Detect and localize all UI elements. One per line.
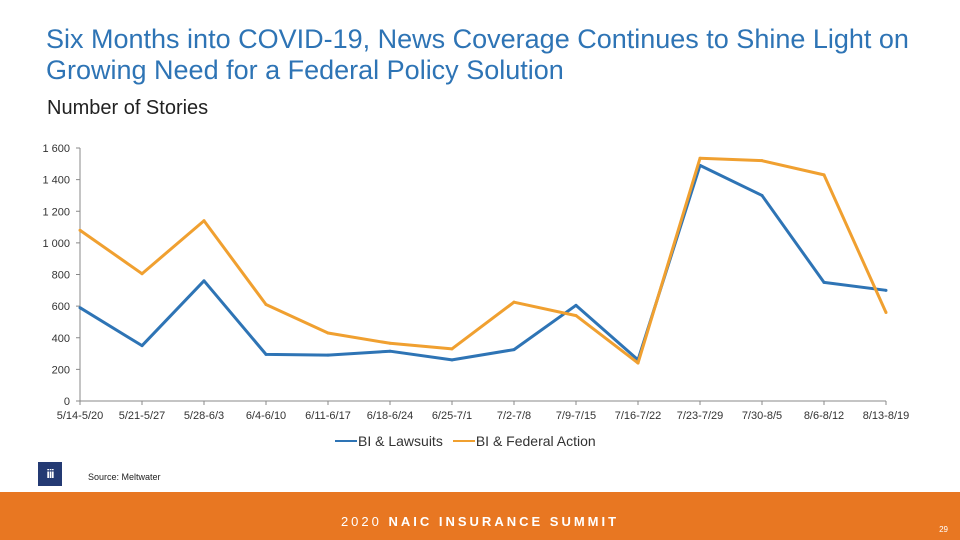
footer-year: 2020 (340, 514, 382, 529)
chart-title: Six Months into COVID-19, News Coverage … (46, 24, 909, 85)
data-point-bi-lawsuits (884, 288, 888, 292)
y-tick-label: 200 (52, 364, 70, 376)
x-tick-label: 7/23-7/29 (677, 410, 723, 422)
x-tick-label: 7/9-7/15 (556, 410, 596, 422)
data-point-bi-federal-action (760, 159, 764, 163)
data-point-bi-lawsuits (822, 280, 826, 284)
series-line-bi-lawsuits (79, 163, 887, 362)
data-point-bi-federal-action (264, 303, 268, 307)
data-point-bi-federal-action (78, 228, 82, 232)
data-point-bi-federal-action (698, 156, 702, 160)
footer-text: 2020 NAIC INSURANCE SUMMIT (0, 514, 960, 529)
legend-swatch-bi-federal-action (452, 440, 475, 442)
data-point-bi-federal-action (512, 300, 516, 304)
data-point-bi-lawsuits (760, 193, 764, 197)
data-point-bi-federal-action (450, 347, 454, 351)
data-point-bi-federal-action (202, 219, 206, 223)
footer-bar: 2020 NAIC INSURANCE SUMMIT 29 (0, 492, 960, 540)
data-point-bi-federal-action (822, 173, 826, 177)
x-tick-label: 6/4-6/10 (246, 410, 286, 422)
x-tick-label: 6/11-6/17 (305, 410, 351, 422)
data-point-bi-lawsuits (512, 348, 516, 352)
x-tick-label: 7/2-7/8 (497, 410, 531, 422)
legend: BI & Lawsuits BI & Federal Action (335, 433, 596, 449)
data-point-bi-lawsuits (326, 353, 330, 357)
data-point-bi-federal-action (574, 314, 578, 318)
legend-swatch-bi-lawsuits (335, 440, 357, 442)
y-tick-label: 600 (52, 301, 70, 313)
data-point-bi-lawsuits (264, 352, 268, 356)
x-tick-label: 6/25-7/1 (432, 410, 472, 422)
x-tick-label: 7/16-7/22 (615, 410, 661, 422)
y-tick-label: 1 400 (42, 175, 70, 187)
data-point-bi-federal-action (326, 331, 330, 335)
iii-logo: iii (38, 462, 62, 486)
footer-event: NAIC INSURANCE SUMMIT (388, 514, 620, 529)
data-point-bi-federal-action (140, 272, 144, 276)
source-note: Source: Meltwater (88, 472, 161, 482)
y-tick-label: 1 000 (42, 238, 70, 250)
legend-label-bi-lawsuits: BI & Lawsuits (358, 433, 443, 449)
y-tick-label: 1 200 (42, 206, 70, 218)
data-point-bi-federal-action (884, 310, 888, 314)
page-number: 29 (939, 525, 948, 534)
x-tick-label: 5/28-6/3 (184, 410, 224, 422)
y-tick-label: 800 (52, 270, 70, 282)
line-chart: 0 200 400 600 800 1 000 1 200 1 400 1 600 5/14-5/… (42, 143, 909, 422)
x-tick-label: 5/14-5/20 (57, 410, 103, 422)
legend-item-bi-federal-action: BI & Federal Action (452, 433, 596, 449)
data-point-bi-lawsuits (202, 279, 206, 283)
legend-item-bi-lawsuits: BI & Lawsuits (335, 433, 443, 449)
x-tick-label: 8/6-8/12 (804, 410, 844, 422)
y-tick-label: 0 (64, 396, 70, 408)
y-tick-label: 1 600 (42, 143, 70, 155)
data-point-bi-lawsuits (78, 306, 82, 310)
x-tick-label: 5/21-5/27 (119, 410, 165, 422)
x-tick-label: 8/13-8/19 (863, 410, 909, 422)
data-point-bi-federal-action (636, 361, 640, 365)
data-point-bi-lawsuits (450, 358, 454, 362)
data-point-bi-lawsuits (388, 349, 392, 353)
y-tick-label: 400 (52, 333, 70, 345)
series-line-bi-federal-action (79, 156, 888, 365)
data-point-bi-lawsuits (140, 344, 144, 348)
y-axis-label: Number of Stories (47, 97, 209, 119)
x-tick-label: 6/18-6/24 (367, 410, 413, 422)
data-point-bi-federal-action (388, 341, 392, 345)
data-point-bi-lawsuits (574, 303, 578, 307)
x-tick-label: 7/30-8/5 (742, 410, 782, 422)
legend-label-bi-federal-action: BI & Federal Action (475, 433, 596, 449)
